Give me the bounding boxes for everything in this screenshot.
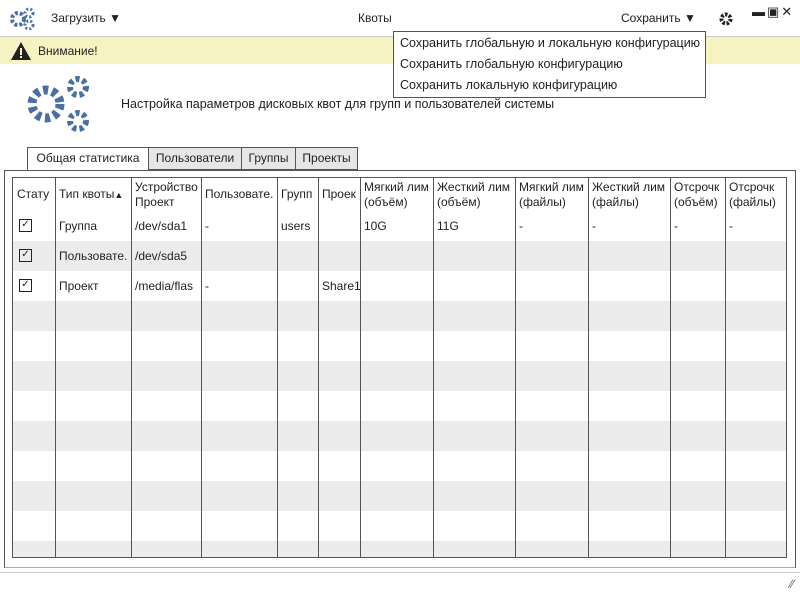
table-cell: Пользовате.: [59, 249, 128, 263]
status-bar: ⁄⁄: [0, 572, 800, 597]
status-checkbox[interactable]: ✓: [19, 219, 32, 232]
column-divider: [277, 178, 278, 557]
row-background: [13, 241, 786, 271]
table-cell: -: [205, 219, 209, 233]
save-label[interactable]: Сохранить: [621, 11, 681, 25]
table-cell: -: [674, 219, 678, 233]
menu-item[interactable]: Сохранить локальную конфигурацию: [400, 78, 618, 92]
table-cell: /media/flas: [135, 279, 194, 293]
sort-indicator: ▲: [114, 190, 124, 200]
column-header[interactable]: Жесткий лим (объём): [437, 180, 511, 209]
column-header[interactable]: Пользовате.: [205, 187, 274, 201]
settings-icon[interactable]: [718, 11, 734, 27]
tab[interactable]: Пользователи: [148, 147, 242, 170]
table-cell: 10G: [364, 219, 387, 233]
row-background: [13, 361, 786, 391]
save-button[interactable]: Сохранить ▼: [621, 11, 696, 25]
column-divider: [515, 178, 516, 557]
column-header[interactable]: Отсрочк (файлы): [729, 180, 776, 209]
row-background: [13, 511, 786, 541]
column-header[interactable]: Стату: [17, 187, 50, 201]
column-header[interactable]: Жесткий лим (файлы): [592, 180, 666, 209]
tab-panel: [4, 170, 796, 568]
column-header[interactable]: Отсрочк (объём): [674, 180, 720, 209]
save-menu: Сохранить глобальную и локальную конфигу…: [393, 31, 706, 98]
column-divider: [670, 178, 671, 557]
window-controls[interactable]: ▬▣✕: [752, 4, 795, 19]
column-header[interactable]: Мягкий лим (объём): [364, 180, 429, 209]
column-header[interactable]: Устройство Проект: [135, 180, 198, 209]
tab[interactable]: Проекты: [295, 147, 358, 170]
table-cell: -: [519, 219, 523, 233]
app-icon: [10, 7, 35, 30]
window-title: Квоты: [358, 11, 392, 25]
column-divider: [201, 178, 202, 557]
table-cell: Проект: [59, 279, 99, 293]
table-cell: users: [281, 219, 311, 233]
load-label[interactable]: Загрузить: [51, 11, 106, 25]
table-cell: -: [592, 219, 596, 233]
tab[interactable]: Группы: [241, 147, 296, 170]
menu-item[interactable]: Сохранить глобальную конфигурацию: [400, 57, 623, 71]
table-cell: /dev/sda1: [135, 219, 188, 233]
column-header[interactable]: Тип квоты▲: [59, 187, 124, 201]
row-background: [13, 211, 786, 241]
row-background: [13, 451, 786, 481]
menu-item[interactable]: Сохранить глобальную и локальную конфигу…: [400, 36, 701, 50]
row-background: [13, 391, 786, 421]
column-divider: [131, 178, 132, 557]
row-background: [13, 301, 786, 331]
column-header[interactable]: Мягкий лим (файлы): [519, 180, 584, 209]
resize-grip: ⁄⁄: [789, 577, 794, 591]
table-cell: /dev/sda5: [135, 249, 188, 263]
row-background: [13, 331, 786, 361]
header-row: [13, 178, 786, 211]
table-cell: Share1: [322, 279, 360, 293]
column-header[interactable]: Групп: [281, 187, 313, 201]
column-divider: [588, 178, 589, 557]
status-checkbox[interactable]: ✓: [19, 279, 32, 292]
column-divider: [55, 178, 56, 557]
column-divider: [360, 178, 361, 557]
row-background: [13, 481, 786, 511]
column-divider: [725, 178, 726, 557]
warning-text: Внимание!: [38, 44, 98, 58]
table-cell: -: [205, 279, 209, 293]
load-button[interactable]: Загрузить ▼: [51, 11, 122, 25]
row-background: [13, 541, 786, 557]
header-icon: [27, 76, 89, 132]
row-background: [13, 271, 786, 301]
status-checkbox[interactable]: ✓: [19, 249, 32, 262]
column-divider: [433, 178, 434, 557]
table-cell: -: [729, 219, 733, 233]
column-divider: [318, 178, 319, 557]
row-background: [13, 421, 786, 451]
table-cell: 11G: [437, 219, 459, 233]
header-text: Настройка параметров дисковых квот для г…: [121, 97, 555, 111]
column-header[interactable]: Проек: [322, 187, 356, 201]
table-cell: Группа: [59, 219, 98, 233]
warning-icon: [11, 42, 31, 60]
tab[interactable]: Общая статистика: [27, 147, 149, 171]
quota-table: Стату Тип квоты▲ Устройство Проект Пользова…: [12, 177, 787, 558]
